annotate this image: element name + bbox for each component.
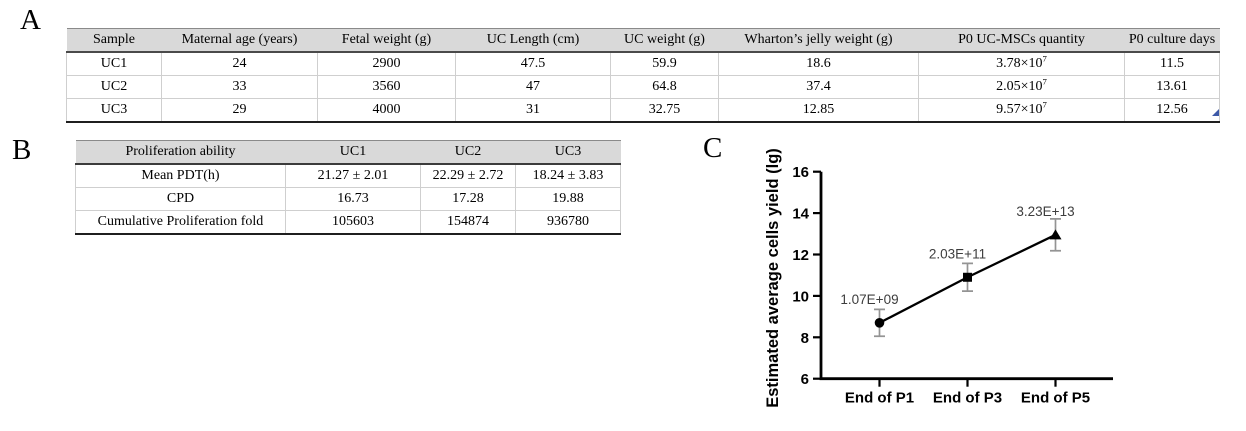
point-label: 3.23E+13 — [1016, 204, 1074, 219]
x-tick-label: End of P5 — [1021, 390, 1090, 407]
cell: 18.24 ± 3.83 — [515, 163, 621, 188]
cell: 47 — [455, 75, 611, 99]
x-tick-label: End of P1 — [845, 390, 914, 407]
cell: 22.29 ± 2.72 — [420, 163, 516, 188]
column-header: Proliferation ability — [75, 140, 286, 165]
cell: 24 — [161, 51, 318, 76]
cell: 2900 — [317, 51, 456, 76]
header-row: Sample Maternal age (years) Fetal weight (… — [66, 28, 1220, 53]
cell: 16.73 — [285, 187, 421, 211]
cell: 31 — [455, 98, 611, 123]
cell: CPD — [75, 187, 286, 211]
cell: 4000 — [317, 98, 456, 123]
point-label: 1.07E+09 — [840, 292, 898, 307]
column-header: UC1 — [285, 140, 421, 165]
cell: 13.61 — [1124, 75, 1220, 99]
cell: 29 — [161, 98, 318, 123]
y-tick-label: 14 — [792, 206, 809, 223]
column-header: UC2 — [420, 140, 516, 165]
y-tick-label: 16 — [792, 164, 809, 181]
column-header: Sample — [66, 28, 162, 53]
column-header: UC Length (cm) — [455, 28, 611, 53]
cell: 105603 — [285, 210, 421, 235]
panel-a-label: A — [20, 4, 41, 36]
cell: 936780 — [515, 210, 621, 235]
column-header: Maternal age (years) — [161, 28, 318, 53]
panel-c-label: C — [703, 132, 723, 164]
cells-yield-line-chart: 16 14 12 10 8 6 End of P1 End of P3 End of P5 Est… — [764, 148, 1113, 408]
cell: 9.57×107 — [918, 98, 1125, 123]
cell: 17.28 — [420, 187, 516, 211]
marker-circle — [874, 318, 885, 328]
table-resize-handle-icon — [1212, 109, 1219, 116]
cell: 3560 — [317, 75, 456, 99]
cell: 2.05×107 — [918, 75, 1125, 99]
cell: Mean PDT(h) — [75, 163, 286, 188]
column-header: P0 culture days — [1124, 28, 1220, 53]
column-header: P0 UC-MSCs quantity — [918, 28, 1125, 53]
table-row: UC1 24 2900 47.5 59.9 18.6 3.78×107 11.5 — [66, 51, 1220, 76]
cell: UC2 — [66, 75, 162, 99]
cell: 11.5 — [1124, 51, 1220, 76]
cell: 19.88 — [515, 187, 621, 211]
table-row: UC3 29 4000 31 32.75 12.85 9.57×107 12.56 — [66, 98, 1220, 123]
column-header: Wharton’s jelly weight (g) — [718, 28, 919, 53]
cell: 59.9 — [610, 51, 719, 76]
cell: 18.6 — [718, 51, 919, 76]
y-axis-title: Estimated average cells yield (lg) — [764, 148, 782, 408]
cell: 37.4 — [718, 75, 919, 99]
cell: UC1 — [66, 51, 162, 76]
column-header: UC3 — [515, 140, 621, 165]
cell: 33 — [161, 75, 318, 99]
y-tick-label: 10 — [792, 288, 809, 305]
point-label: 2.03E+11 — [929, 246, 986, 261]
proliferation-ability-table: Proliferation ability UC1 UC2 UC3 Mean PDT(h… — [75, 140, 621, 235]
table-row: UC2 33 3560 47 64.8 37.4 2.05×107 13.61 — [66, 75, 1220, 99]
y-tick-label: 6 — [801, 371, 809, 388]
donor-characteristics-table: Sample Maternal age (years) Fetal weight (… — [66, 28, 1220, 123]
marker-square — [963, 272, 972, 282]
cell: Cumulative Proliferation fold — [75, 210, 286, 235]
cell: 3.78×107 — [918, 51, 1125, 76]
table-row: Cumulative Proliferation fold 105603 15487… — [75, 210, 621, 235]
column-header: Fetal weight (g) — [317, 28, 456, 53]
column-header: UC weight (g) — [610, 28, 719, 53]
x-tick-label: End of P3 — [933, 390, 1002, 407]
cell: 12.56 — [1124, 98, 1220, 123]
cell: 12.85 — [718, 98, 919, 123]
table-row: Mean PDT(h) 21.27 ± 2.01 22.29 ± 2.72 18.24… — [75, 163, 621, 188]
y-tick-label: 12 — [792, 247, 809, 264]
cell: 47.5 — [455, 51, 611, 76]
cell: 21.27 ± 2.01 — [285, 163, 421, 188]
cell: UC3 — [66, 98, 162, 123]
y-tick-label: 8 — [801, 330, 809, 347]
cell: 64.8 — [610, 75, 719, 99]
marker-triangle — [1049, 229, 1062, 240]
table-row: CPD 16.73 17.28 19.88 — [75, 187, 621, 211]
cell: 32.75 — [610, 98, 719, 123]
header-row: Proliferation ability UC1 UC2 UC3 — [75, 140, 621, 165]
panel-b-label: B — [12, 134, 32, 166]
cell: 154874 — [420, 210, 516, 235]
